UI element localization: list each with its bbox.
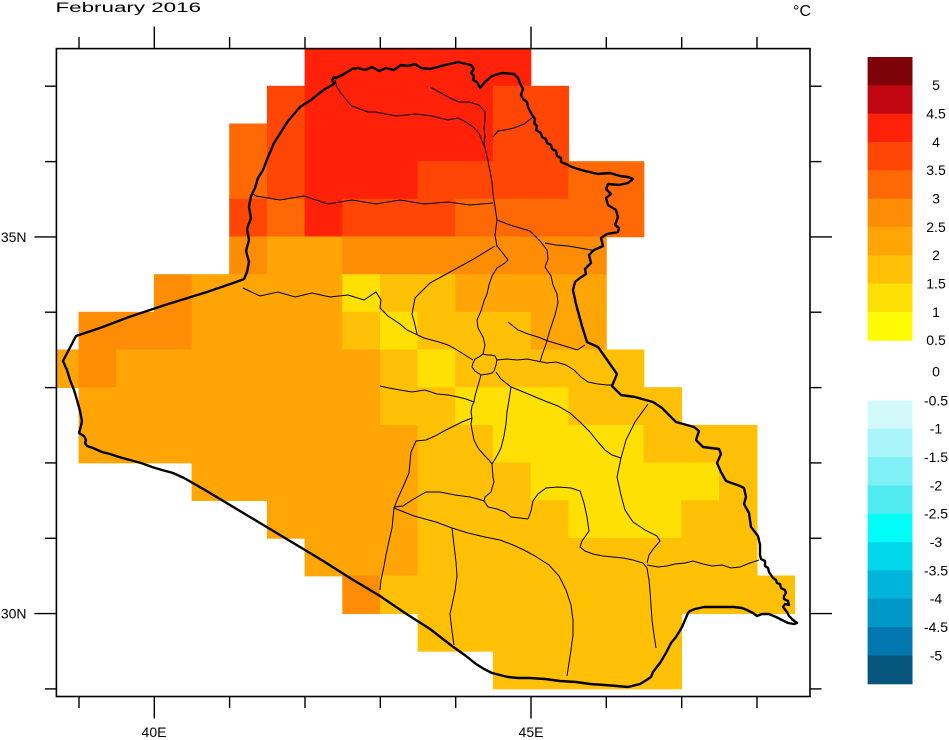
- svg-text:-1.5: -1.5: [924, 449, 948, 465]
- svg-text:0.5: 0.5: [926, 332, 946, 348]
- svg-text:35N: 35N: [1, 229, 27, 245]
- svg-text:30N: 30N: [1, 606, 27, 622]
- svg-text:3: 3: [932, 190, 940, 206]
- svg-text:1: 1: [932, 304, 940, 320]
- svg-text:°C: °C: [793, 3, 811, 20]
- svg-text:-4.5: -4.5: [924, 619, 948, 635]
- svg-text:-2.5: -2.5: [924, 506, 948, 522]
- svg-text:-1: -1: [930, 421, 943, 437]
- svg-text:4: 4: [932, 134, 940, 150]
- svg-text:-3: -3: [930, 534, 943, 550]
- svg-text:0: 0: [932, 363, 940, 379]
- svg-text:-4: -4: [930, 591, 943, 607]
- svg-text:2: 2: [932, 247, 940, 263]
- svg-text:-3.5: -3.5: [924, 562, 948, 578]
- svg-text:5: 5: [932, 77, 940, 93]
- svg-text:-0.5: -0.5: [924, 392, 948, 408]
- svg-text:1.5: 1.5: [926, 275, 946, 291]
- svg-text:-5: -5: [930, 647, 943, 663]
- svg-text:40E: 40E: [142, 724, 167, 740]
- svg-text:4.5: 4.5: [926, 106, 946, 122]
- svg-text:-2: -2: [930, 477, 943, 493]
- svg-text:February 2016: February 2016: [56, 0, 202, 15]
- svg-text:45E: 45E: [519, 724, 544, 740]
- svg-text:3.5: 3.5: [926, 162, 946, 178]
- svg-text:2.5: 2.5: [926, 219, 946, 235]
